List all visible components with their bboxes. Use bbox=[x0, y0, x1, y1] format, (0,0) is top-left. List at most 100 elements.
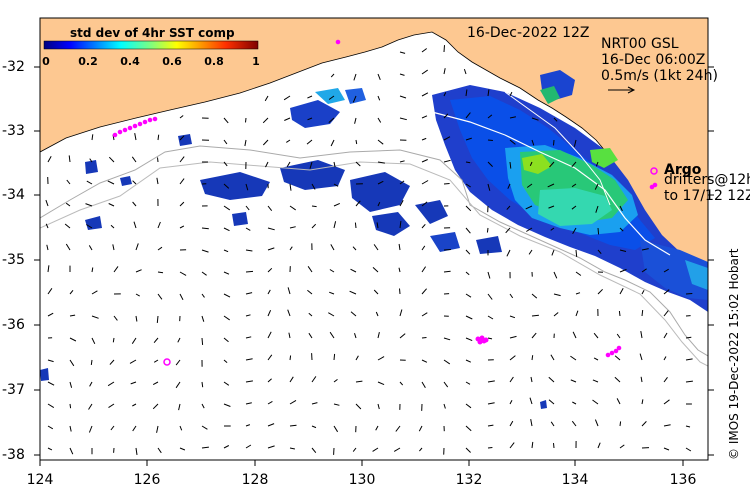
current-vector bbox=[399, 160, 405, 163]
current-vector bbox=[223, 445, 230, 449]
current-vector bbox=[553, 271, 558, 279]
current-vector bbox=[178, 403, 181, 411]
current-vector bbox=[201, 381, 204, 388]
coastal-track bbox=[504, 91, 611, 206]
current-vector bbox=[421, 69, 428, 75]
current-vector bbox=[509, 293, 514, 299]
current-vector bbox=[311, 425, 317, 429]
current-vector bbox=[550, 421, 555, 427]
isobath-line bbox=[40, 161, 708, 367]
current-vector bbox=[663, 424, 671, 427]
current-vector bbox=[175, 359, 181, 366]
current-vector bbox=[352, 95, 357, 103]
current-vector bbox=[640, 331, 643, 339]
current-vector bbox=[553, 293, 561, 297]
current-vector bbox=[47, 447, 53, 451]
current-vector bbox=[333, 221, 337, 229]
current-vector bbox=[328, 95, 335, 100]
current-vector bbox=[465, 271, 470, 276]
current-vector bbox=[156, 425, 159, 433]
current-vector bbox=[177, 337, 181, 343]
current-vector bbox=[47, 265, 50, 273]
current-vector bbox=[223, 227, 230, 232]
current-vector bbox=[570, 379, 577, 383]
current-vector bbox=[443, 92, 447, 97]
current-vector bbox=[86, 224, 93, 229]
current-vector bbox=[244, 139, 247, 147]
colorbar-tick: 1 bbox=[252, 55, 260, 68]
current-vector bbox=[595, 161, 599, 167]
current-vector bbox=[393, 447, 401, 452]
current-vector bbox=[509, 420, 514, 427]
current-vector bbox=[223, 337, 229, 343]
current-vector bbox=[267, 423, 275, 427]
current-vector bbox=[509, 335, 517, 339]
current-vector bbox=[421, 245, 426, 251]
current-vector bbox=[377, 403, 380, 410]
current-vector bbox=[223, 293, 231, 298]
current-vector bbox=[553, 443, 555, 449]
current-vector bbox=[593, 357, 599, 361]
current-vector bbox=[421, 201, 428, 207]
current-vector bbox=[377, 73, 381, 80]
current-vector bbox=[421, 266, 427, 273]
current-vector bbox=[179, 271, 187, 276]
current-vector bbox=[245, 183, 249, 191]
current-vector bbox=[329, 269, 335, 273]
current-vector bbox=[375, 425, 379, 431]
current-vector bbox=[505, 227, 511, 234]
current-vector bbox=[349, 290, 357, 295]
y-tick-label: -38 bbox=[2, 447, 25, 463]
current-vector bbox=[107, 180, 115, 185]
current-vector bbox=[575, 310, 579, 317]
current-vector bbox=[548, 205, 555, 209]
current-vector bbox=[640, 376, 643, 383]
current-vector bbox=[223, 381, 230, 386]
current-vector bbox=[465, 227, 471, 234]
current-vector bbox=[639, 353, 643, 361]
current-vector bbox=[46, 244, 49, 251]
current-vector bbox=[399, 180, 405, 185]
current-vector bbox=[47, 156, 52, 163]
current-vector bbox=[594, 419, 599, 427]
current-vector bbox=[399, 221, 402, 229]
current-vector bbox=[549, 161, 555, 168]
colorbar-label: std dev of 4hr SST comp bbox=[70, 26, 235, 40]
current-vector bbox=[486, 227, 489, 233]
x-tick-label: 126 bbox=[133, 472, 161, 488]
current-vector bbox=[287, 309, 291, 317]
current-vector bbox=[487, 402, 495, 405]
current-vector bbox=[465, 137, 472, 141]
current-vector bbox=[619, 268, 627, 273]
current-vector bbox=[465, 112, 471, 119]
current-vector bbox=[421, 337, 427, 339]
current-vector bbox=[443, 381, 449, 388]
current-vector bbox=[571, 161, 577, 168]
current-vector bbox=[443, 270, 451, 273]
current-vector bbox=[377, 331, 380, 339]
current-vector bbox=[525, 205, 533, 210]
current-vector bbox=[487, 424, 494, 427]
current-vector bbox=[663, 268, 669, 273]
current-vector bbox=[245, 227, 251, 231]
x-tick-label: 136 bbox=[669, 472, 697, 488]
current-vector bbox=[333, 378, 338, 383]
current-vector bbox=[110, 224, 115, 229]
current-vector bbox=[130, 381, 137, 385]
current-vector bbox=[465, 293, 472, 298]
current-vector bbox=[575, 292, 581, 295]
current-vector bbox=[509, 442, 515, 449]
current-vector bbox=[157, 221, 161, 229]
current-vector bbox=[663, 289, 670, 295]
current-vector bbox=[308, 312, 313, 317]
current-vector bbox=[201, 271, 207, 276]
x-tick-label: 124 bbox=[26, 472, 54, 488]
current-vector bbox=[592, 399, 599, 405]
current-vector bbox=[329, 291, 335, 295]
current-vector bbox=[134, 133, 137, 141]
current-vector bbox=[90, 359, 93, 365]
current-legend-time: 16-Dec 06:00Z bbox=[601, 52, 706, 68]
current-vector bbox=[399, 95, 407, 99]
current-vector bbox=[311, 183, 316, 190]
current-vector bbox=[509, 315, 516, 319]
